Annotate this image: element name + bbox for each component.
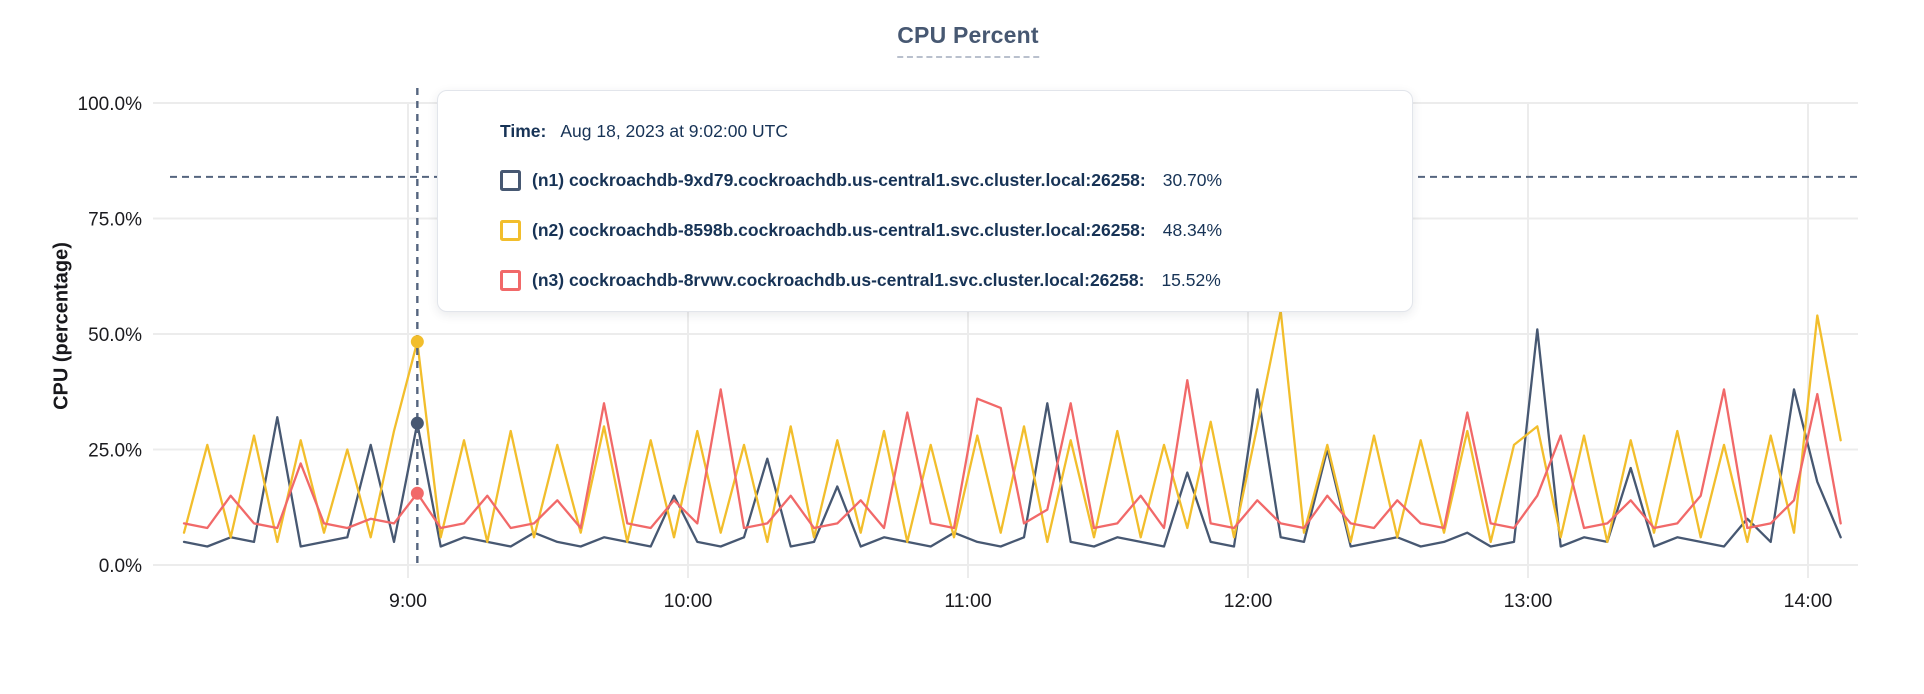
series-n3-swatch-icon (500, 270, 521, 291)
tooltip-n2-value: 48.34% (1162, 220, 1223, 240)
y-tick-label: 50.0% (88, 325, 142, 346)
series-line (182, 379, 1842, 530)
y-tick-label: 100.0% (78, 94, 143, 115)
x-tick-label: 14:00 (1784, 590, 1833, 612)
y-tick-label: 25.0% (88, 441, 142, 462)
series-n2-swatch-icon (500, 220, 521, 241)
hover-tooltip: Time: Aug 18, 2023 at 9:02:00 UTC (n1) c… (437, 90, 1413, 312)
chart-title: CPU Percent (897, 22, 1039, 58)
tooltip-n1-label: (n1) cockroachdb-9xd79.cockroachdb.us-ce… (532, 170, 1146, 190)
x-tick-label: 10:00 (664, 590, 713, 612)
tooltip-time-label: Time: (500, 121, 547, 141)
tooltip-time-value: Aug 18, 2023 at 9:02:00 UTC (560, 121, 789, 141)
hover-point-dot (410, 335, 424, 349)
tooltip-n3-label: (n3) cockroachdb-8rvwv.cockroachdb.us-ce… (532, 270, 1145, 290)
tooltip-row-n3: (n3) cockroachdb-8rvwv.cockroachdb.us-ce… (500, 270, 1412, 291)
y-tick-label: 0.0% (99, 556, 142, 577)
series-line (182, 309, 1842, 544)
x-tick-label: 12:00 (1224, 590, 1273, 612)
y-tick-label: 75.0% (88, 210, 142, 231)
tooltip-row-n2: (n2) cockroachdb-8598b.cockroachdb.us-ce… (500, 220, 1412, 241)
tooltip-n2-label: (n2) cockroachdb-8598b.cockroachdb.us-ce… (532, 220, 1146, 240)
tooltip-row-n1: (n1) cockroachdb-9xd79.cockroachdb.us-ce… (500, 170, 1412, 191)
x-tick-label: 11:00 (944, 590, 992, 612)
x-tick-label: 9:00 (389, 590, 427, 612)
hover-point-dot (410, 486, 424, 500)
tooltip-time-row: Time: Aug 18, 2023 at 9:02:00 UTC (500, 121, 1412, 142)
series-n1-swatch-icon (500, 170, 521, 191)
hover-point-dot (410, 416, 424, 430)
series-line (182, 328, 1842, 548)
x-tick-label: 13:00 (1504, 590, 1553, 612)
tooltip-n3-value: 15.52% (1161, 270, 1221, 290)
tooltip-n1-value: 30.70% (1162, 170, 1223, 190)
